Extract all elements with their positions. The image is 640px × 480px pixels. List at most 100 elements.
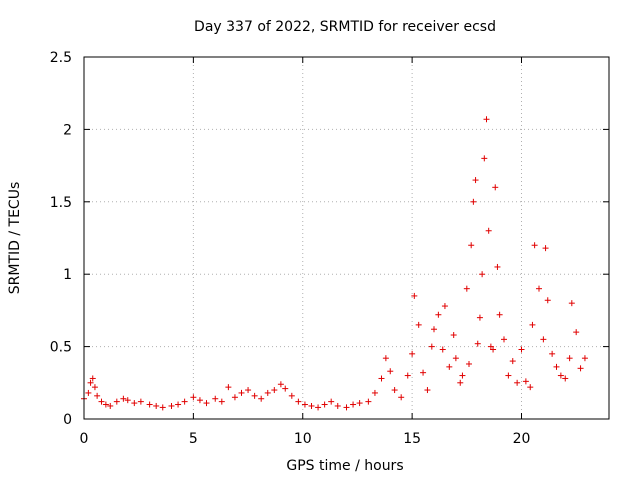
data-point <box>238 389 245 396</box>
data-point <box>509 358 516 365</box>
data-point <box>553 363 560 370</box>
data-point <box>485 227 492 234</box>
data-point <box>196 397 203 404</box>
data-point <box>159 404 166 411</box>
data-point <box>431 326 437 333</box>
data-point <box>181 398 188 405</box>
data-point <box>102 401 109 408</box>
data-point <box>350 401 357 408</box>
x-tick-label: 5 <box>189 431 198 447</box>
data-point <box>531 242 538 249</box>
x-tick-label: 15 <box>403 431 421 447</box>
data-point <box>474 340 481 347</box>
data-point <box>420 369 427 376</box>
y-tick-label: 0 <box>63 412 72 428</box>
data-point <box>398 394 405 401</box>
data-point <box>463 285 470 292</box>
data-point <box>481 155 488 162</box>
data-points <box>81 116 588 411</box>
data-point <box>450 332 457 339</box>
chart-title: Day 337 of 2022, SRMTID for receiver ecs… <box>194 19 496 35</box>
data-point <box>562 375 569 382</box>
y-tick-labels: 0 0.5 1 1.5 2 2.5 <box>50 50 72 428</box>
data-point <box>518 346 525 353</box>
data-point <box>120 395 127 402</box>
data-point <box>536 285 542 292</box>
y-axis-label: SRMTID / TECUs <box>7 182 23 295</box>
data-point <box>452 355 459 362</box>
data-point <box>404 372 411 379</box>
data-point <box>496 311 503 318</box>
data-point <box>98 398 105 405</box>
data-point <box>466 360 472 367</box>
data-point <box>566 355 573 362</box>
data-point <box>308 402 315 409</box>
data-point <box>371 389 378 396</box>
y-tick-label: 2 <box>63 122 72 138</box>
data-point <box>415 321 422 328</box>
data-point <box>175 401 182 408</box>
data-point <box>107 402 114 409</box>
data-point <box>479 271 486 278</box>
data-point <box>494 263 501 270</box>
data-point <box>577 365 584 372</box>
data-point <box>91 384 98 391</box>
data-point <box>190 394 197 401</box>
data-point <box>439 346 446 353</box>
data-point <box>328 398 335 405</box>
data-point <box>441 303 448 310</box>
data-point <box>131 400 138 407</box>
data-point <box>409 350 416 357</box>
data-point <box>540 336 547 343</box>
data-point <box>146 401 153 408</box>
data-point <box>321 401 328 408</box>
data-point <box>387 368 394 375</box>
data-point <box>459 372 466 379</box>
data-point <box>153 402 160 409</box>
data-point <box>476 314 483 321</box>
data-point <box>468 242 475 249</box>
data-point <box>168 402 175 409</box>
data-point <box>89 375 96 382</box>
data-point <box>522 378 529 385</box>
grid-lines <box>84 57 609 419</box>
data-point <box>472 177 479 184</box>
axis-ticks <box>83 56 609 420</box>
data-point <box>544 297 551 304</box>
data-point <box>411 292 418 299</box>
data-point <box>343 404 350 411</box>
data-point <box>258 395 265 402</box>
y-tick-label: 0.5 <box>50 340 72 356</box>
data-point <box>87 379 94 386</box>
data-point <box>277 381 284 388</box>
data-point <box>527 384 534 391</box>
data-point <box>483 116 490 123</box>
data-point <box>212 395 219 402</box>
data-point <box>470 198 477 205</box>
data-point <box>568 300 575 307</box>
data-point <box>315 404 322 411</box>
data-point <box>549 350 556 357</box>
data-point <box>501 336 507 343</box>
data-point <box>203 400 210 407</box>
data-point <box>124 397 131 404</box>
plot-frame <box>83 56 610 420</box>
data-point <box>356 400 363 407</box>
data-point <box>428 343 435 350</box>
x-tick-label: 10 <box>294 431 312 447</box>
data-point <box>573 329 580 336</box>
data-point <box>245 387 252 394</box>
x-tick-label: 20 <box>513 431 531 447</box>
data-point <box>301 401 308 408</box>
data-point <box>264 389 271 396</box>
x-axis-label: GPS time / hours <box>286 458 403 474</box>
data-point <box>225 384 232 391</box>
data-point <box>581 355 588 362</box>
x-tick-label: 0 <box>80 431 89 447</box>
data-point <box>251 392 258 399</box>
data-point <box>514 379 521 386</box>
data-point <box>231 394 238 401</box>
data-point <box>295 398 302 405</box>
data-point <box>446 363 453 370</box>
